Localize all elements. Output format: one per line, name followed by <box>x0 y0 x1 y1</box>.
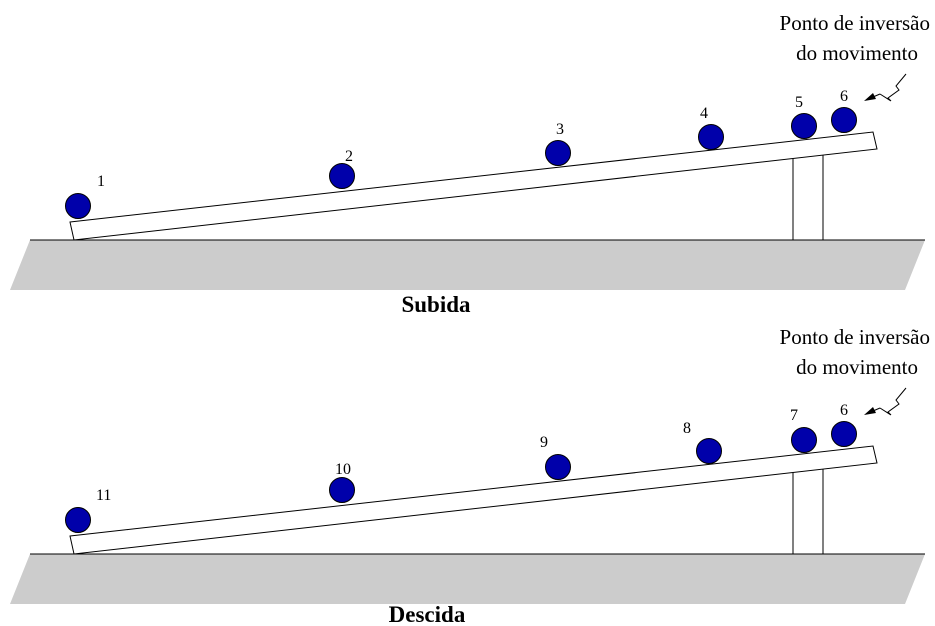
ball <box>65 507 91 533</box>
ball-6: 6 <box>831 402 857 447</box>
ball-label: 6 <box>840 88 848 105</box>
squiggle-arrow-icon <box>864 73 907 102</box>
turning-point-note-line2: do movimento <box>796 355 918 379</box>
ball <box>545 454 571 480</box>
ball-label: 4 <box>700 105 708 122</box>
ball <box>696 438 722 464</box>
ball <box>831 107 857 133</box>
panel-subida: 1 2 3 4 5 6 Ponto de inversão <box>10 11 930 317</box>
caption-subida: Subida <box>401 292 471 317</box>
ball-label: 9 <box>540 434 548 451</box>
ball <box>545 140 571 166</box>
ball-4: 4 <box>698 105 724 150</box>
ball-label: 2 <box>345 148 353 165</box>
ball-label: 1 <box>97 173 105 190</box>
ball <box>791 427 817 453</box>
ball-10: 10 <box>329 461 355 503</box>
ball <box>329 477 355 503</box>
ball-label: 5 <box>795 94 803 111</box>
ramp-support <box>792 149 824 241</box>
ball-label: 11 <box>96 487 111 504</box>
ball-3: 3 <box>545 121 571 166</box>
ball-label: 3 <box>556 121 564 138</box>
ball <box>329 163 355 189</box>
ground <box>10 554 925 604</box>
ball-6: 6 <box>831 88 857 133</box>
panel-descida: 11 10 9 8 7 6 Ponto de inversão <box>10 325 930 626</box>
ramp-board <box>69 445 878 555</box>
ball <box>65 193 91 219</box>
ball-label: 8 <box>683 420 691 437</box>
squiggle-arrow-icon <box>864 387 907 416</box>
ball <box>831 421 857 447</box>
ball-8: 8 <box>683 420 722 464</box>
ball-7: 7 <box>790 407 817 453</box>
ball-label: 10 <box>335 461 351 478</box>
ball-1: 1 <box>65 173 105 219</box>
ball-9: 9 <box>540 434 571 480</box>
ground <box>10 240 925 290</box>
ball-5: 5 <box>791 94 817 139</box>
ball <box>791 113 817 139</box>
ball <box>698 124 724 150</box>
ramp-support <box>792 463 824 555</box>
turning-point-note-line1: Ponto de inversão <box>780 11 930 35</box>
turning-point-note-line2: do movimento <box>796 41 918 65</box>
ball-label: 7 <box>790 407 798 424</box>
ball-11: 11 <box>65 487 111 533</box>
caption-descida: Descida <box>389 602 466 626</box>
ball-2: 2 <box>329 148 355 189</box>
ball-label: 6 <box>840 402 848 419</box>
turning-point-note-line1: Ponto de inversão <box>780 325 930 349</box>
ramp-board <box>69 131 878 241</box>
